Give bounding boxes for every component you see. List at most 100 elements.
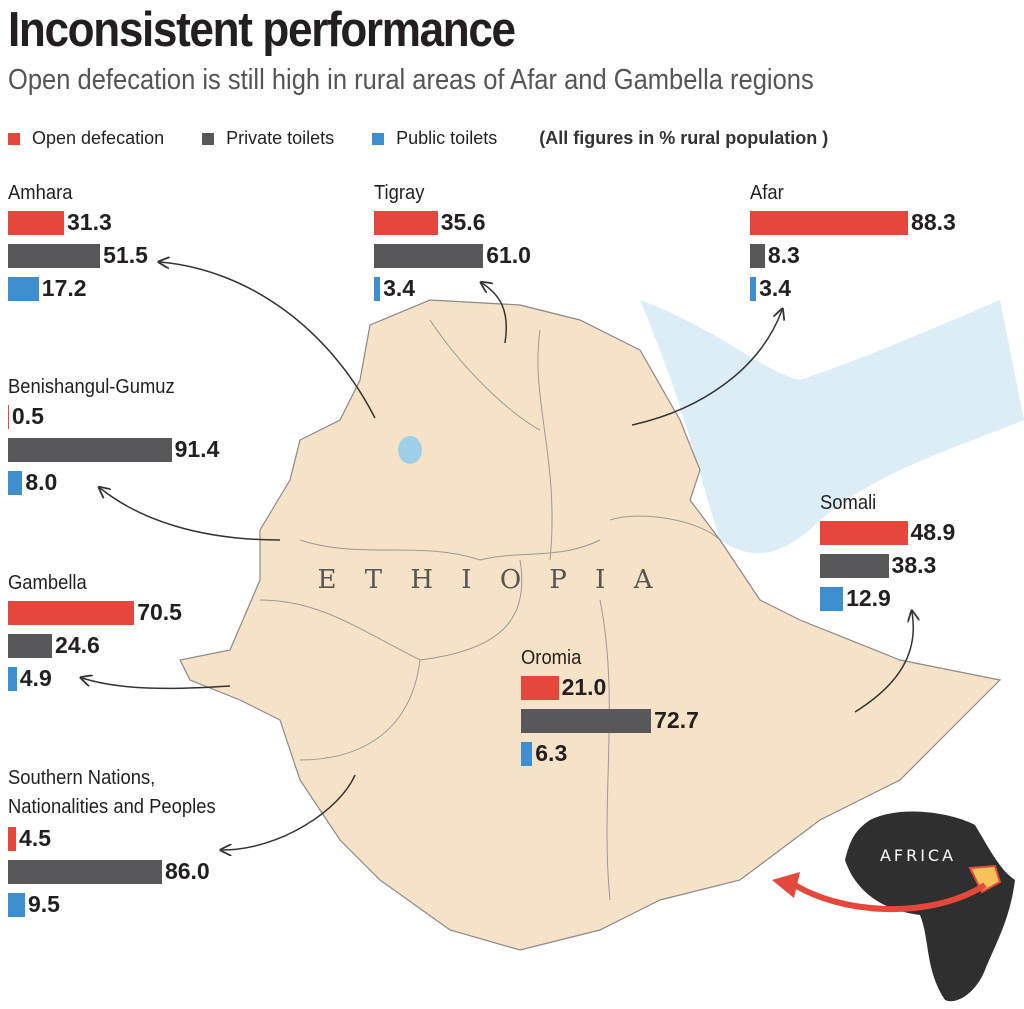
legend-label: Private toilets xyxy=(226,128,335,148)
bar xyxy=(750,276,757,301)
region-block: Somali 48.9 38.3 12.9 xyxy=(820,490,955,615)
value-label: 31.3 xyxy=(67,209,112,235)
continent-label: AFRICA xyxy=(880,846,956,865)
bar xyxy=(820,553,889,578)
value-label: 0.5 xyxy=(11,403,44,429)
ethiopia-outline xyxy=(179,299,1002,951)
bar-row: 24.6 xyxy=(8,629,182,662)
value-label: 12.9 xyxy=(846,585,891,611)
legend-label: Open defecation xyxy=(32,128,165,148)
bar-row: 48.9 xyxy=(820,516,955,549)
bar xyxy=(820,520,908,545)
value-label: 91.4 xyxy=(174,436,220,462)
bar-row: 12.9 xyxy=(820,582,955,615)
bar-row: 4.5 xyxy=(8,822,238,855)
country-label: E T H I O P I A xyxy=(318,565,663,595)
bar-row: 72.7 xyxy=(521,704,699,737)
value-label: 72.7 xyxy=(654,707,699,733)
region-block: Gambella 70.5 24.6 4.9 xyxy=(8,570,182,695)
bar-row: 0.5 xyxy=(8,400,219,433)
note: (All figures in % rural population ) xyxy=(539,128,829,148)
region-block: Tigray 35.6 61.0 3.4 xyxy=(374,180,531,305)
bar-row: 51.5 xyxy=(8,239,148,272)
bar-row: 86.0 xyxy=(8,855,238,888)
bar-row: 4.9 xyxy=(8,662,182,695)
bar xyxy=(8,600,135,625)
value-label: 8.3 xyxy=(767,242,800,268)
legend-item: Public toilets xyxy=(372,128,497,149)
bar xyxy=(8,210,65,235)
bar xyxy=(374,210,438,235)
subtitle: Open defecation is still high in rural a… xyxy=(8,64,814,96)
bar xyxy=(374,243,484,268)
bar-row: 9.5 xyxy=(8,888,238,921)
legend-item: Private toilets xyxy=(202,128,334,149)
bar xyxy=(8,470,23,495)
region-block: Afar 88.3 8.3 3.4 xyxy=(750,180,956,305)
region-name: Amhara xyxy=(8,182,73,204)
bar xyxy=(8,826,17,851)
value-label: 4.5 xyxy=(19,825,52,851)
region-name: Benishangul-Gumuz xyxy=(8,376,175,398)
legend-item: Open defecation xyxy=(8,128,164,149)
legend: Open defecation Private toilets Public toi… xyxy=(8,128,828,149)
bar-row: 6.3 xyxy=(521,737,699,770)
bar xyxy=(374,276,381,301)
value-label: 70.5 xyxy=(137,599,182,625)
bar-row: 70.5 xyxy=(8,596,182,629)
africa-ethiopia xyxy=(968,864,1002,894)
bar xyxy=(8,243,101,268)
value-label: 21.0 xyxy=(561,674,607,700)
region-name: Oromia xyxy=(521,647,582,669)
region-block: Benishangul-Gumuz 0.5 91.4 8.0 xyxy=(8,374,219,499)
bar xyxy=(8,892,25,917)
bar-row: 88.3 xyxy=(750,206,956,239)
region-block: Oromia 21.0 72.7 6.3 xyxy=(521,645,699,770)
value-label: 24.6 xyxy=(55,632,100,658)
bar xyxy=(820,586,844,611)
region-name: Somali xyxy=(820,492,877,514)
value-label: 3.4 xyxy=(383,275,416,301)
bar xyxy=(750,210,909,235)
region-name: Southern Nations, Nationalities and Peop… xyxy=(8,767,216,818)
africa-pointer xyxy=(788,879,987,913)
bar xyxy=(8,276,39,301)
bar-row: 8.3 xyxy=(750,239,956,272)
bar xyxy=(521,741,533,766)
legend-swatch xyxy=(8,132,20,145)
value-label: 17.2 xyxy=(41,275,87,301)
bar-row: 38.3 xyxy=(820,549,955,582)
bar-row: 21.0 xyxy=(521,671,699,704)
bar-row: 61.0 xyxy=(374,239,531,272)
value-label: 61.0 xyxy=(486,242,531,268)
region-name: Afar xyxy=(750,182,784,204)
bar xyxy=(750,243,765,268)
bar xyxy=(521,675,559,700)
value-label: 8.0 xyxy=(25,469,58,495)
bar-row: 8.0 xyxy=(8,466,219,499)
value-label: 48.9 xyxy=(910,519,956,545)
region-name: Tigray xyxy=(374,182,425,204)
value-label: 6.3 xyxy=(535,740,568,766)
region-borders xyxy=(259,319,721,901)
bar xyxy=(8,859,162,884)
value-label: 4.9 xyxy=(19,665,52,691)
bar-row: 17.2 xyxy=(8,272,148,305)
title: Inconsistent performance xyxy=(8,3,516,57)
value-label: 86.0 xyxy=(164,858,210,884)
legend-label: Public toilets xyxy=(396,128,498,148)
value-label: 35.6 xyxy=(440,209,486,235)
arrows xyxy=(82,262,913,850)
region-name: Gambella xyxy=(8,572,87,594)
bar xyxy=(8,437,172,462)
bar-row: 31.3 xyxy=(8,206,148,239)
value-label: 88.3 xyxy=(911,209,956,235)
bar xyxy=(8,633,53,658)
legend-swatch xyxy=(202,132,215,145)
bar xyxy=(8,666,17,691)
value-label: 38.3 xyxy=(891,552,937,578)
bar-row: 3.4 xyxy=(374,272,531,305)
bar-row: 91.4 xyxy=(8,433,219,466)
